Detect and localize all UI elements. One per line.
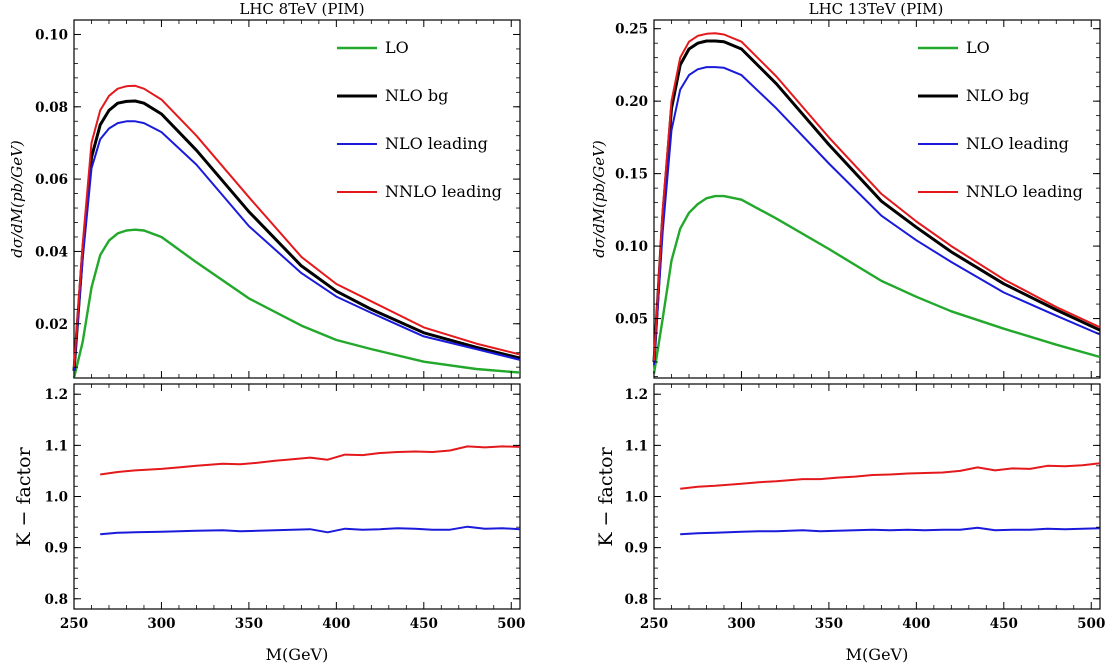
legend-item-nnlo-leading: NNLO leading xyxy=(337,182,502,201)
top-plot-frame xyxy=(653,19,1101,379)
series-line-nlo-bg xyxy=(652,39,1101,363)
legend-item-nlo-bg: NLO bg xyxy=(337,86,448,105)
panel-lhc-8tev: LHC 8TeV (PIM) 0.02 0.04 0.06 0.08 0.10 dσ/d… xyxy=(8,0,525,664)
x-tick-label: 500 xyxy=(1077,616,1105,632)
top-plot: 0.05 0.10 0.15 0.20 0.25 dσ/dM(pb/GeV) LO NLO… xyxy=(590,19,1101,379)
k-y-tick-label: 0.9 xyxy=(625,541,649,557)
x-tick-label: 500 xyxy=(497,616,525,632)
legend-item-nnlo-leading: NNLO leading xyxy=(918,182,1083,201)
x-tick-label: 300 xyxy=(727,616,755,632)
top-ticks xyxy=(653,20,1100,378)
bottom-plot: 0.8 0.9 1.0 1.1 1.2 250 300 350 400 450 500 K − f… xyxy=(595,383,1105,664)
y-tick-label: 0.10 xyxy=(615,239,648,255)
legend-label: LO xyxy=(966,38,990,57)
legend-item-nlo-leading: NLO leading xyxy=(337,134,488,153)
series-line-lo xyxy=(652,194,1101,374)
top-plot-frame xyxy=(73,19,521,379)
legend-item-nlo-bg: NLO bg xyxy=(918,86,1029,105)
y-tick-label: 0.04 xyxy=(35,244,68,260)
x-tick-label: 400 xyxy=(902,616,930,632)
series-line-nnlo-leading xyxy=(73,84,521,368)
series-line-nlo-bg xyxy=(72,99,521,371)
x-tick-label: 250 xyxy=(640,616,668,632)
k-y-tick-label: 1.2 xyxy=(45,387,69,403)
top-y-axis-label: dσ/dM(pb/GeV) xyxy=(8,140,26,258)
panel-title: LHC 8TeV (PIM) xyxy=(239,0,364,18)
y-tick-label: 0.02 xyxy=(35,317,68,333)
x-tick-label: 350 xyxy=(815,616,843,632)
x-tick-label: 250 xyxy=(60,616,88,632)
k-y-tick-label: 1.0 xyxy=(625,490,649,506)
legend-label: NLO bg xyxy=(966,86,1029,105)
bottom-y-tick-labels: 0.8 0.9 1.0 1.1 1.2 xyxy=(45,387,69,608)
legend-item-lo: LO xyxy=(918,38,990,57)
legend: LO NLO bg NLO leading NNLO leading xyxy=(337,38,502,201)
x-tick-label: 350 xyxy=(235,616,263,632)
bottom-y-tick-labels: 0.8 0.9 1.0 1.1 1.2 xyxy=(625,387,649,608)
x-tick-label: 450 xyxy=(410,616,438,632)
panel-title: LHC 13TeV (PIM) xyxy=(809,0,944,18)
y-tick-label: 0.25 xyxy=(615,22,648,38)
series-line-nlo-leading xyxy=(73,120,521,371)
k-factor-line-nnlo-leading xyxy=(100,445,521,476)
k-y-tick-label: 1.2 xyxy=(625,387,649,403)
top-curves xyxy=(72,84,521,379)
y-tick-label: 0.20 xyxy=(615,94,648,110)
k-factor-line-nlo-leading xyxy=(680,526,1101,536)
x-tick-label: 400 xyxy=(322,616,350,632)
x-axis-label: M(GeV) xyxy=(846,645,909,664)
y-tick-label: 0.05 xyxy=(615,312,648,328)
legend-label: NLO leading xyxy=(385,134,488,153)
legend-label: NNLO leading xyxy=(966,182,1083,201)
x-tick-label: 300 xyxy=(147,616,175,632)
bottom-plot: 0.8 0.9 1.0 1.1 1.2 250 300 350 400 450 500 K − f… xyxy=(13,383,525,664)
series-line-nnlo-leading xyxy=(653,32,1101,361)
legend-label: NLO leading xyxy=(966,134,1069,153)
x-tick-label: 450 xyxy=(990,616,1018,632)
series-line-lo xyxy=(72,228,521,379)
x-axis-label: M(GeV) xyxy=(266,645,329,664)
legend-item-lo: LO xyxy=(337,38,409,57)
k-factor-line-nnlo-leading xyxy=(680,462,1101,490)
k-y-tick-label: 1.1 xyxy=(45,438,69,454)
legend-label: NLO bg xyxy=(385,86,448,105)
k-y-tick-label: 0.9 xyxy=(45,541,69,557)
y-tick-label: 0.15 xyxy=(615,167,648,183)
legend-label: LO xyxy=(385,38,409,57)
y-tick-label: 0.06 xyxy=(35,172,68,188)
top-ticks xyxy=(73,20,520,378)
k-factor-curves xyxy=(100,445,521,536)
bottom-ticks xyxy=(653,384,1100,609)
k-y-tick-label: 0.8 xyxy=(625,592,649,608)
k-y-tick-label: 0.8 xyxy=(45,592,69,608)
bottom-ticks xyxy=(73,384,520,609)
bottom-y-axis-label: K − factor xyxy=(595,446,617,546)
x-tick-labels: 250 300 350 400 450 500 xyxy=(640,616,1105,632)
bottom-plot-frame xyxy=(653,383,1101,610)
legend-label: NNLO leading xyxy=(385,182,502,201)
y-tick-label: 0.08 xyxy=(35,100,68,116)
top-y-axis-label: dσ/dM(pb/GeV) xyxy=(590,140,608,258)
k-factor-curves xyxy=(680,462,1101,536)
k-y-tick-label: 1.0 xyxy=(45,490,69,506)
bottom-plot-frame xyxy=(73,383,521,610)
k-factor-line-nlo-leading xyxy=(100,525,521,536)
legend: LO NLO bg NLO leading NNLO leading xyxy=(918,38,1083,201)
panel-lhc-13tev: LHC 13TeV (PIM) 0.05 0.10 0.15 0.20 0.25 dσ/… xyxy=(590,0,1105,664)
top-y-tick-labels: 0.02 0.04 0.06 0.08 0.10 xyxy=(35,27,68,332)
k-y-tick-label: 1.1 xyxy=(625,438,649,454)
top-y-tick-labels: 0.05 0.10 0.15 0.20 0.25 xyxy=(615,22,648,328)
y-tick-label: 0.10 xyxy=(35,27,68,43)
top-curves xyxy=(652,32,1101,374)
bottom-y-axis-label: K − factor xyxy=(13,446,35,546)
legend-item-nlo-leading: NLO leading xyxy=(918,134,1069,153)
top-plot: 0.02 0.04 0.06 0.08 0.10 dσ/dM(pb/GeV) LO NLO… xyxy=(8,19,521,379)
x-tick-labels: 250 300 350 400 450 500 xyxy=(60,616,525,632)
series-line-nlo-leading xyxy=(653,66,1101,366)
